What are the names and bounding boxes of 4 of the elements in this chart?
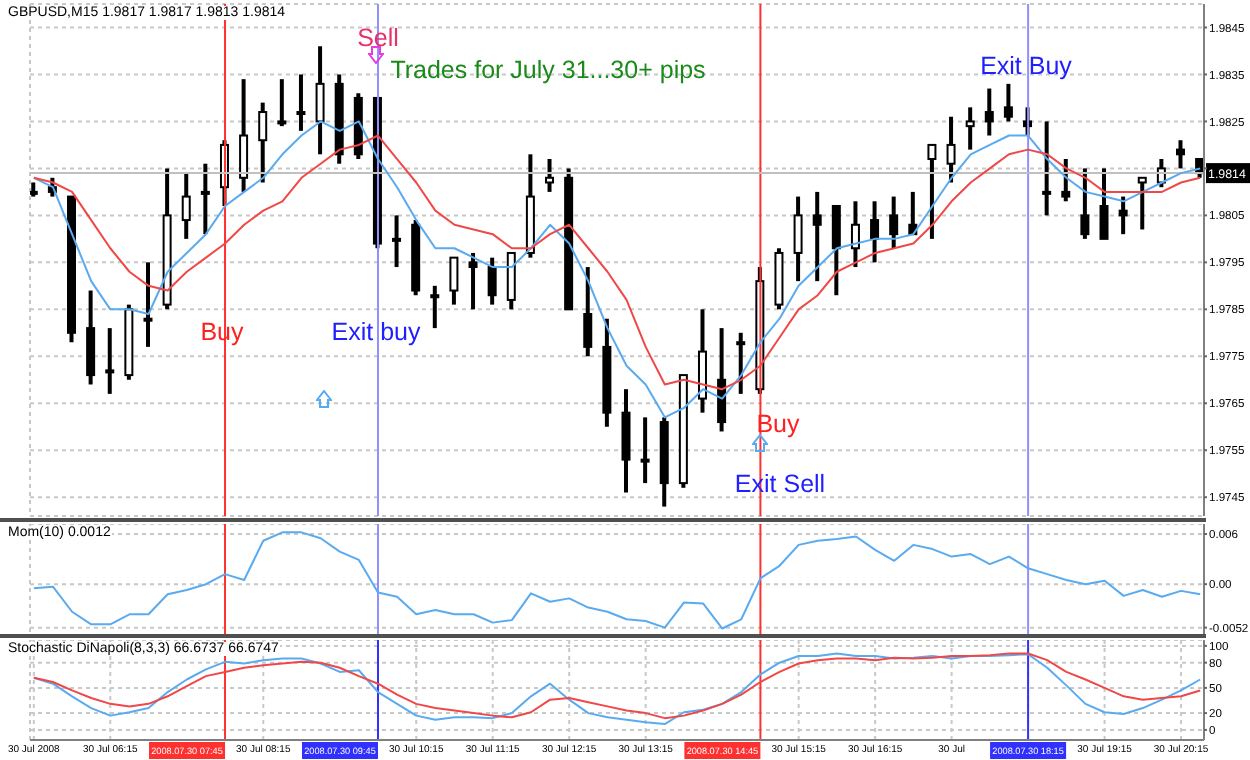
annotation: Exit Buy (980, 52, 1072, 80)
annotation: Trades for July 31...30+ pips (390, 56, 706, 84)
annotation: Sell (357, 24, 399, 52)
annotation: Exit buy (331, 318, 421, 346)
